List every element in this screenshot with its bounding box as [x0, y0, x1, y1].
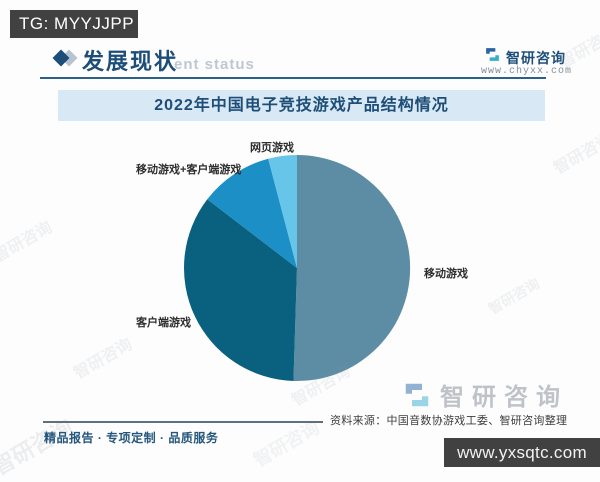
watermark: 智研咨询 — [71, 335, 136, 383]
brand-url: www.chyxx.com — [481, 66, 573, 77]
pie-slice-3 — [268, 155, 297, 268]
pie-label-client-games: 客户端游戏 — [136, 317, 191, 329]
chart-title: 2022年中国电子竞技游戏产品结构情况 — [58, 90, 545, 121]
brand-name: 智研咨询 — [506, 50, 566, 66]
source-divider — [43, 421, 323, 423]
pie-label-mobile-client-games: 移动游戏+客户端游戏 — [136, 164, 242, 176]
pie-slice-1 — [184, 199, 297, 381]
header-watermark-text: ent status — [174, 56, 255, 73]
header-divider — [40, 77, 546, 79]
footer-tagline: 精品报告 · 专项定制 · 品质服务 — [44, 431, 219, 445]
zhiyan-logo-icon — [405, 383, 429, 406]
watermark-text: 智研咨询 — [440, 384, 568, 411]
watermark: 智研咨询 — [485, 275, 543, 317]
pie-chart — [174, 145, 420, 391]
watermark: 智研咨询 — [0, 218, 56, 266]
watermark-logo: 智研咨询 — [402, 377, 568, 412]
site-url-badge: www.yxsqtc.com — [444, 438, 600, 467]
tg-contact-badge: TG: MYYJJPP — [10, 10, 138, 38]
watermark: 智研咨询 — [551, 130, 600, 178]
pie-label-web-games: 网页游戏 — [250, 142, 294, 154]
pie-slice-0 — [293, 154, 411, 381]
pie-label-mobile-games: 移动游戏 — [424, 268, 468, 280]
watermark: 智研咨询 — [557, 24, 600, 72]
source-note: 资料来源：中国音数协游戏工委、智研咨询整理 — [330, 415, 568, 427]
section-title: 发展现状 — [82, 49, 179, 74]
zhiyan-logo-icon — [484, 46, 501, 63]
pie-slice-2 — [207, 158, 297, 268]
